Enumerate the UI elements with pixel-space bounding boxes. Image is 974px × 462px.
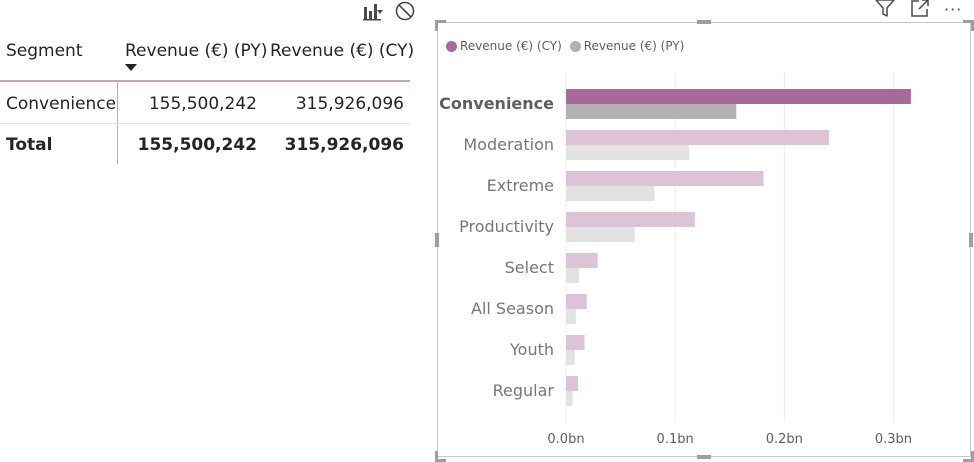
- bar-py: [566, 391, 573, 406]
- legend-item-cy[interactable]: Revenue (€) (CY): [446, 39, 562, 53]
- legend-swatch-cy: [446, 40, 457, 52]
- column-header-revenue-py[interactable]: Revenue (€) (PY): [125, 41, 268, 61]
- bar-py: [566, 145, 690, 160]
- category-label: Select: [505, 258, 554, 277]
- filter-icon[interactable]: [874, 0, 896, 22]
- resize-handle-bottom-right[interactable]: [963, 451, 974, 462]
- resize-handle-top-right[interactable]: [963, 20, 974, 31]
- table-cell-revenue-py: 155,500,242: [148, 94, 257, 114]
- legend-label-py: Revenue (€) (PY): [583, 39, 685, 53]
- total-label: Total: [6, 135, 53, 155]
- resize-handle-top-left[interactable]: [435, 20, 446, 31]
- bar-cy: [566, 171, 764, 186]
- more-options-icon[interactable]: ···: [944, 0, 963, 19]
- bar-py: [566, 350, 575, 365]
- category-label: Regular: [493, 381, 555, 400]
- bar-cy: [566, 376, 579, 391]
- legend-item-py[interactable]: Revenue (€) (PY): [569, 39, 685, 53]
- table-cell-revenue-cy: 315,926,096: [295, 94, 404, 114]
- x-tick-label: 0.3bn: [875, 432, 912, 447]
- bar-chart: 0.0bn 0.1bn 0.2bn 0.3bn Convenience Moderatio…: [439, 72, 912, 447]
- no-filter-icon[interactable]: [394, 0, 416, 22]
- legend-swatch-py: [569, 40, 581, 52]
- bar-cy: [566, 294, 587, 309]
- category-label: Youth: [509, 340, 554, 359]
- chart-visual-toolbar: ···: [874, 0, 962, 20]
- category-label: Extreme: [487, 176, 554, 195]
- legend-label-cy: Revenue (€) (CY): [460, 39, 562, 53]
- table-cell-segment: Convenience: [6, 94, 117, 114]
- bar-cy: [566, 89, 911, 104]
- resize-handle-left[interactable]: [435, 233, 439, 247]
- bar-py: [566, 309, 576, 324]
- row-divider: [0, 123, 410, 124]
- bar-cy: [566, 212, 695, 227]
- x-tick-label: 0.0bn: [547, 432, 584, 447]
- resize-handle-bottom-left[interactable]: [435, 451, 446, 462]
- category-label: Convenience: [439, 94, 554, 113]
- category-label: Productivity: [459, 217, 554, 236]
- total-revenue-cy: 315,926,096: [284, 135, 404, 155]
- focus-mode-icon[interactable]: [910, 0, 930, 22]
- category-label: Moderation: [463, 135, 554, 154]
- bar-py: [566, 186, 655, 201]
- chart-legend: Revenue (€) (CY) Revenue (€) (PY): [446, 39, 684, 53]
- drill-chart-icon[interactable]: [362, 1, 384, 21]
- x-tick-label: 0.1bn: [657, 432, 694, 447]
- table-visual-toolbar: [362, 0, 416, 22]
- column-header-segment[interactable]: Segment: [6, 41, 83, 61]
- bar-cy: [566, 130, 830, 145]
- bar-py: [566, 104, 737, 119]
- bar-py: [566, 268, 580, 283]
- column-header-revenue-cy[interactable]: Revenue (€) (CY): [270, 41, 415, 61]
- bar-py: [566, 227, 635, 242]
- total-revenue-py: 155,500,242: [137, 135, 257, 155]
- resize-handle-right[interactable]: [969, 233, 973, 247]
- x-tick-label: 0.2bn: [766, 432, 803, 447]
- resize-handle-top[interactable]: [697, 20, 711, 24]
- bar-cy: [566, 253, 598, 268]
- header-divider: [0, 80, 410, 82]
- resize-handle-bottom[interactable]: [697, 455, 711, 459]
- category-label: All Season: [471, 299, 554, 318]
- bar-cy: [566, 335, 585, 350]
- sort-descending-icon: [125, 64, 137, 71]
